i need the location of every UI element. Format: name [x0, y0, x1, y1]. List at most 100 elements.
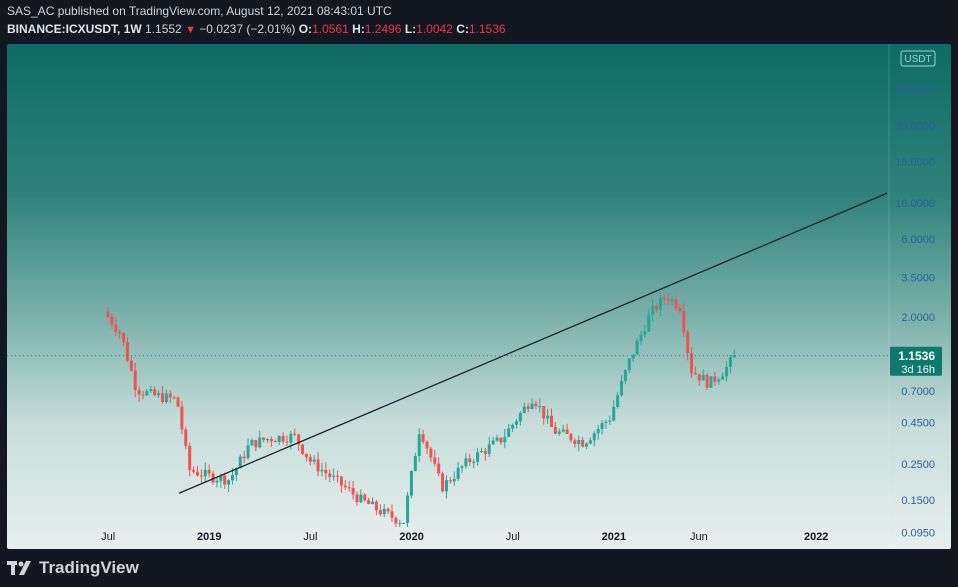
candle[interactable]	[227, 479, 231, 493]
candle[interactable]	[600, 420, 604, 435]
candle[interactable]	[149, 385, 153, 393]
candle[interactable]	[246, 438, 250, 460]
candle[interactable]	[145, 388, 149, 397]
candle[interactable]	[413, 452, 417, 472]
candle[interactable]	[577, 435, 581, 452]
candle[interactable]	[390, 504, 394, 522]
candle[interactable]	[487, 436, 491, 458]
price-chart[interactable]: USDT 50.0000 30.0000 18.0000 10.0000 6.0000 3.…	[7, 44, 951, 549]
candle[interactable]	[573, 438, 577, 448]
candle[interactable]	[398, 519, 402, 528]
candle[interactable]	[507, 424, 511, 438]
candle[interactable]	[277, 435, 281, 445]
candle[interactable]	[371, 497, 375, 505]
candle[interactable]	[316, 452, 320, 477]
candle[interactable]	[546, 408, 550, 424]
candle[interactable]	[709, 376, 713, 388]
candle[interactable]	[378, 504, 382, 517]
candle[interactable]	[491, 436, 495, 445]
candle[interactable]	[635, 338, 639, 355]
candle[interactable]	[483, 447, 487, 461]
candle[interactable]	[320, 462, 324, 477]
candle[interactable]	[402, 522, 406, 524]
candle[interactable]	[339, 475, 343, 493]
candle[interactable]	[627, 358, 631, 374]
candle[interactable]	[460, 465, 464, 474]
candle[interactable]	[114, 317, 118, 337]
candle[interactable]	[728, 354, 732, 374]
candle[interactable]	[433, 449, 437, 467]
candle[interactable]	[180, 400, 184, 435]
candle[interactable]	[472, 458, 476, 469]
candle[interactable]	[514, 419, 518, 429]
candle[interactable]	[254, 439, 258, 452]
candle[interactable]	[511, 423, 515, 432]
candle[interactable]	[596, 424, 600, 440]
candle[interactable]	[639, 330, 643, 345]
candle[interactable]	[133, 362, 137, 398]
candle[interactable]	[495, 434, 499, 443]
candle[interactable]	[721, 372, 725, 380]
candle[interactable]	[374, 500, 378, 516]
candle[interactable]	[125, 336, 129, 362]
candle[interactable]	[499, 437, 503, 445]
candle[interactable]	[301, 443, 305, 456]
currency-label[interactable]: USDT	[900, 50, 936, 67]
candle[interactable]	[542, 406, 546, 425]
candle[interactable]	[332, 468, 336, 481]
candle[interactable]	[336, 470, 340, 483]
candle[interactable]	[623, 369, 627, 385]
candle[interactable]	[476, 447, 480, 466]
candle[interactable]	[592, 430, 596, 447]
candle[interactable]	[448, 477, 452, 484]
candle[interactable]	[238, 454, 242, 469]
candle[interactable]	[106, 307, 110, 318]
candle[interactable]	[643, 325, 647, 338]
candle[interactable]	[122, 332, 126, 346]
candle[interactable]	[215, 477, 219, 488]
candle[interactable]	[188, 442, 192, 477]
trendline[interactable]	[178, 192, 888, 494]
candle[interactable]	[686, 330, 690, 361]
candle[interactable]	[452, 471, 456, 486]
candle[interactable]	[203, 462, 207, 483]
candle[interactable]	[355, 491, 359, 506]
candle[interactable]	[647, 308, 651, 333]
candle[interactable]	[674, 295, 678, 311]
candle[interactable]	[382, 503, 386, 518]
candle[interactable]	[406, 491, 410, 527]
candle[interactable]	[386, 507, 390, 514]
candle[interactable]	[588, 437, 592, 445]
candle[interactable]	[118, 329, 122, 339]
candle[interactable]	[631, 354, 635, 362]
candle[interactable]	[312, 455, 316, 465]
candle[interactable]	[417, 428, 421, 463]
candle[interactable]	[269, 436, 273, 447]
candle[interactable]	[343, 480, 347, 491]
candle[interactable]	[557, 428, 561, 436]
candle[interactable]	[717, 377, 721, 385]
candle[interactable]	[363, 493, 367, 502]
candle[interactable]	[324, 462, 328, 480]
candle[interactable]	[518, 411, 522, 426]
candle[interactable]	[725, 361, 729, 382]
candle[interactable]	[409, 470, 413, 499]
candle[interactable]	[553, 421, 557, 435]
chart-panel[interactable]: USDT 50.0000 30.0000 18.0000 10.0000 6.0000 3.…	[7, 44, 951, 549]
candle[interactable]	[682, 303, 686, 337]
candle[interactable]	[705, 373, 709, 390]
candle[interactable]	[437, 457, 441, 477]
candle[interactable]	[304, 453, 308, 462]
candle[interactable]	[526, 402, 530, 413]
candle[interactable]	[565, 423, 569, 434]
candle[interactable]	[110, 313, 114, 329]
candle[interactable]	[285, 435, 289, 446]
candle[interactable]	[670, 296, 674, 306]
candle[interactable]	[538, 398, 542, 413]
candle[interactable]	[273, 439, 277, 443]
candle[interactable]	[561, 424, 565, 433]
candle[interactable]	[651, 299, 655, 322]
candle[interactable]	[207, 464, 211, 478]
candle[interactable]	[172, 396, 176, 400]
candle[interactable]	[530, 398, 534, 410]
